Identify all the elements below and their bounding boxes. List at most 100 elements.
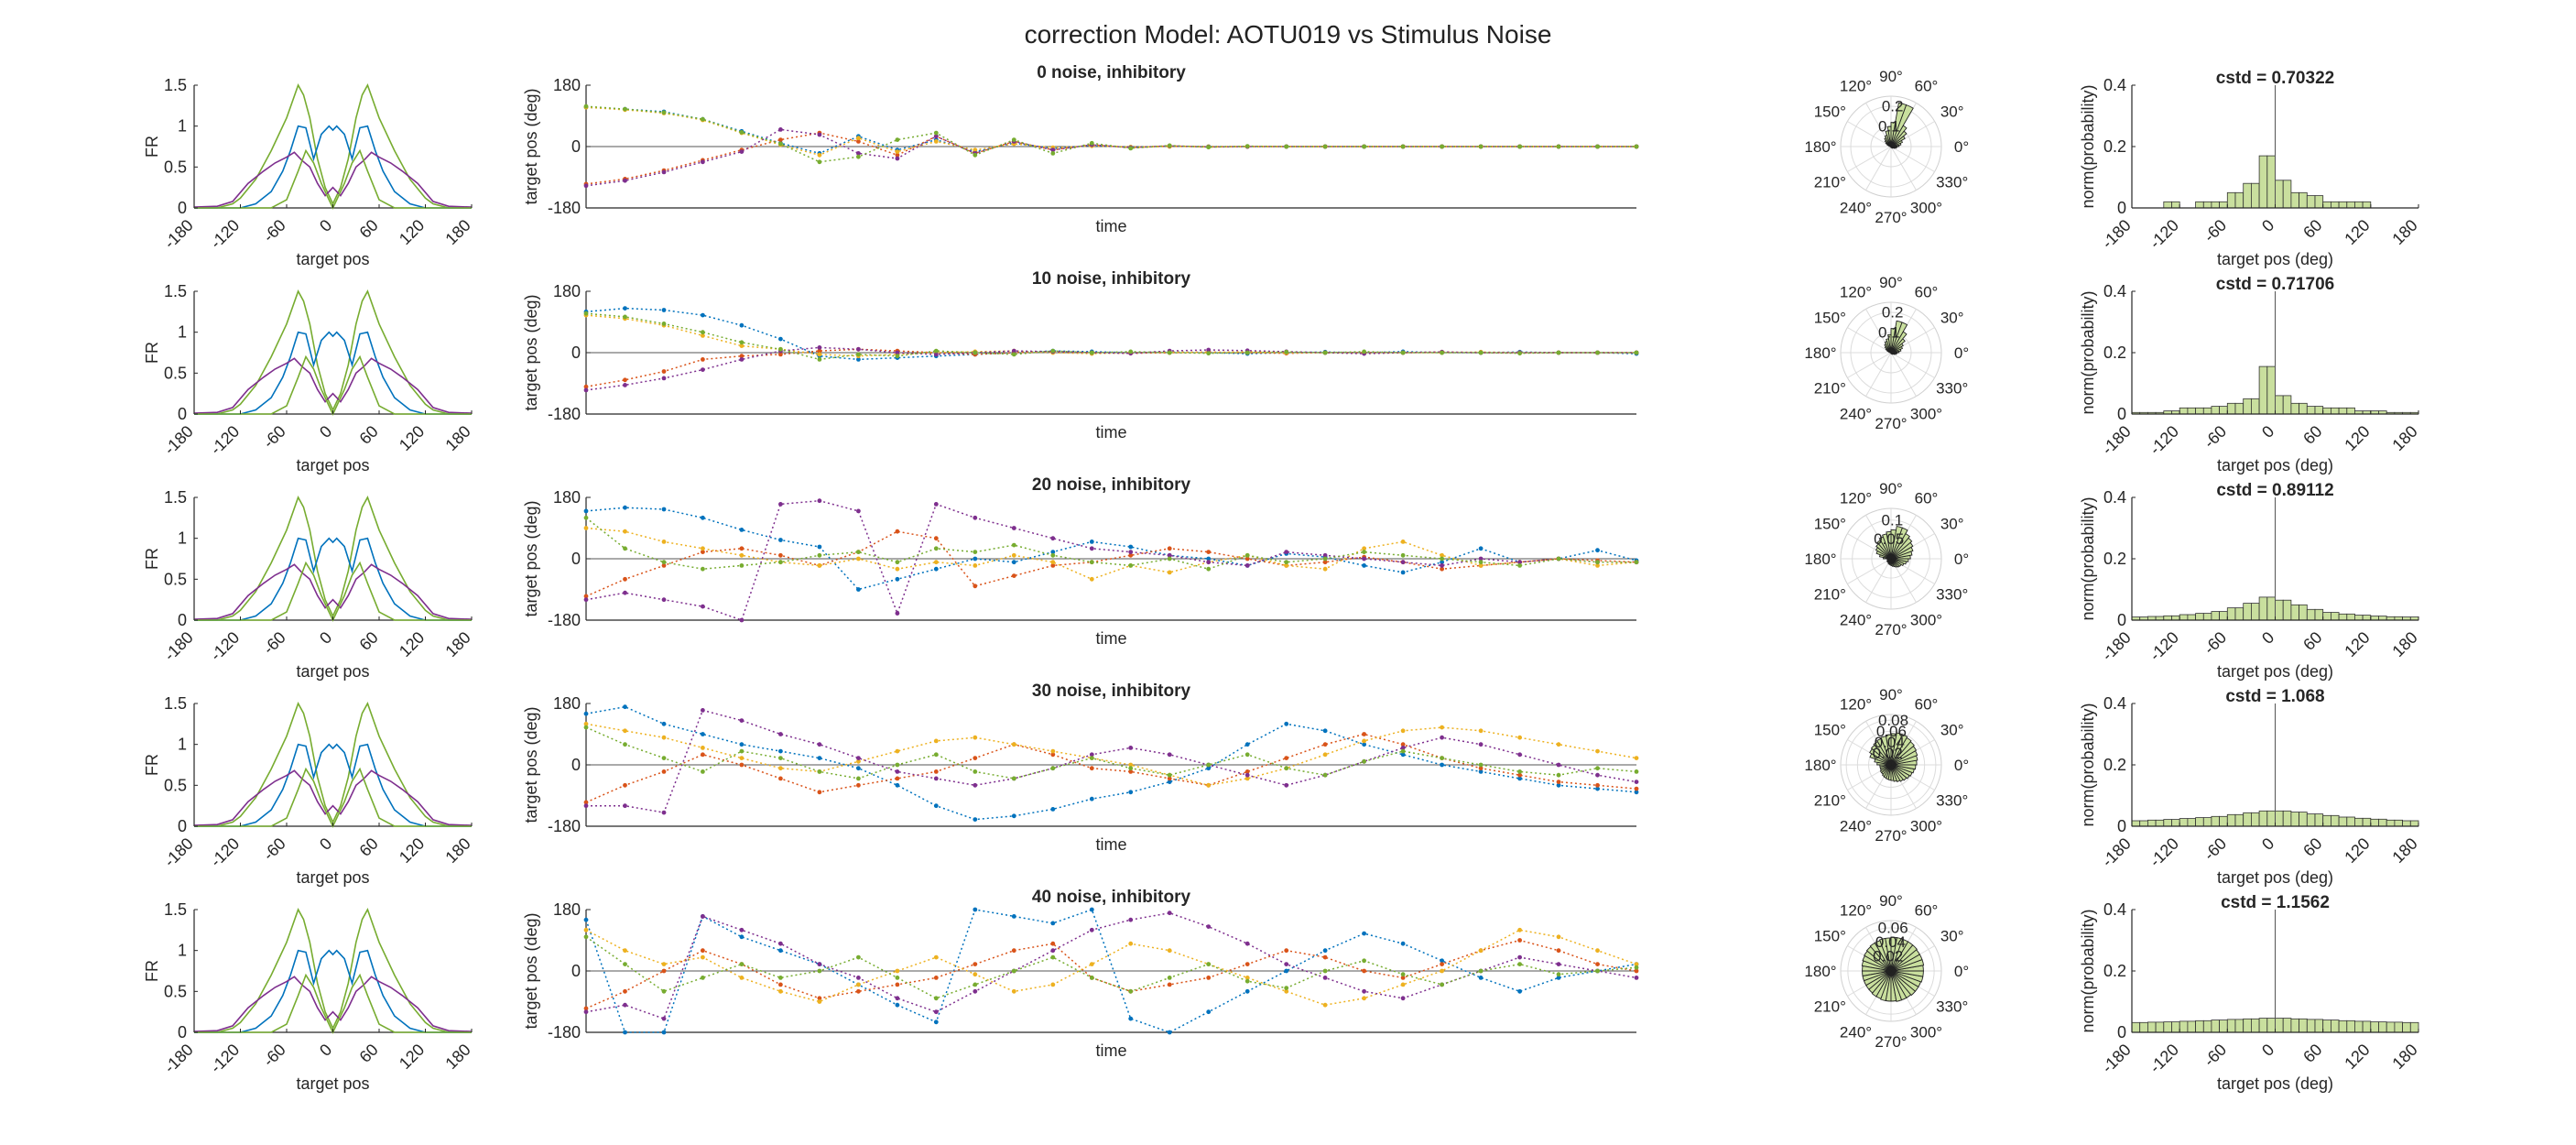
- polar-r-tick-label: 0.04: [1875, 933, 1906, 951]
- timeseries-point: [1089, 752, 1094, 758]
- polar-r-tick-label: 0.04: [1875, 734, 1905, 751]
- timeseries-point: [1322, 350, 1328, 355]
- timeseries-x-label: time: [1095, 629, 1126, 648]
- polar-angle-label: 150°: [1814, 310, 1846, 327]
- tuning-x-tick-label: -120: [207, 422, 244, 459]
- timeseries-point: [1595, 548, 1600, 553]
- hist-x-label: target pos (deg): [2217, 456, 2333, 474]
- hist-bar: [2243, 1018, 2252, 1033]
- hist-x-tick-label: 180: [2388, 216, 2420, 248]
- tuning-x-tick-label: 0: [316, 834, 335, 854]
- polar-bin: [1869, 753, 1892, 766]
- timeseries-point: [1362, 968, 1366, 974]
- timeseries-point: [1556, 780, 1561, 784]
- polar-spoke: [1890, 146, 1917, 191]
- timeseries-point: [1478, 563, 1484, 568]
- timeseries-title: 20 noise, inhibitory: [1032, 475, 1191, 495]
- polar-angle-label: 180°: [1804, 963, 1836, 980]
- timeseries-point: [1167, 948, 1172, 954]
- timeseries-line-3: [585, 346, 1636, 391]
- tuning-x-tick-label: 60: [356, 422, 382, 448]
- hist-bar: [2179, 407, 2189, 415]
- timeseries-point: [895, 566, 900, 572]
- timeseries-point: [1245, 976, 1250, 980]
- timeseries-point: [856, 587, 861, 592]
- timeseries-point: [583, 384, 589, 389]
- hist-y-label: norm(probability): [2079, 84, 2097, 208]
- timeseries-point: [623, 178, 627, 183]
- hist-bar: [2202, 1020, 2212, 1033]
- timeseries-point: [661, 721, 667, 726]
- timeseries-point: [701, 752, 705, 758]
- hist-bar: [2219, 611, 2228, 621]
- polar-r-tick-label: 0.06: [1876, 723, 1907, 740]
- polar-angle-label: 90°: [1879, 68, 1903, 85]
- polar-angle-label: 30°: [1940, 722, 1964, 739]
- tuning-curve-2: [193, 769, 473, 826]
- timeseries-point: [1245, 978, 1250, 984]
- timeseries-point: [739, 617, 745, 623]
- timeseries-point: [623, 590, 627, 595]
- hist-bar: [2187, 1020, 2196, 1033]
- timeseries-point: [1011, 560, 1016, 565]
- timeseries-point: [1245, 988, 1250, 994]
- timeseries-point: [1400, 144, 1406, 149]
- hist-bar: [2353, 817, 2364, 827]
- tuning-x-tick-label: 120: [396, 1041, 428, 1073]
- tuning-panel: 0 0.5 1 1.5 -180 -120 -60 0 60 120 180 target pos FR: [143, 900, 474, 1093]
- hist-x-tick-label: 60: [2299, 216, 2325, 242]
- timeseries-point: [1556, 762, 1561, 768]
- hist-bar: [2266, 1018, 2276, 1033]
- hist-bar: [2234, 402, 2244, 415]
- timeseries-point: [583, 515, 589, 520]
- timeseries-point: [583, 927, 589, 932]
- polar-bin: [1890, 936, 1897, 972]
- timeseries-point: [1206, 962, 1212, 966]
- timeseries-point: [623, 704, 627, 710]
- tuning-x-tick-label: 180: [441, 628, 473, 660]
- timeseries-point: [739, 976, 745, 980]
- timeseries-y-tick-label: 0: [571, 550, 581, 568]
- timeseries-point: [1284, 766, 1289, 771]
- timeseries-point: [583, 508, 589, 514]
- tuning-x-tick-label: -120: [207, 216, 244, 253]
- timeseries-point: [1206, 1009, 1212, 1015]
- timeseries-point: [1400, 982, 1406, 987]
- hist-x-tick-label: 0: [2258, 216, 2277, 235]
- hist-bar: [2131, 1021, 2141, 1033]
- polar-spoke: [1890, 352, 1917, 397]
- timeseries-point: [1089, 756, 1094, 760]
- hist-bar: [2258, 1018, 2268, 1033]
- timeseries-point: [817, 968, 822, 974]
- timeseries-point: [1556, 934, 1561, 940]
- hist-bar: [2378, 1021, 2387, 1033]
- timeseries-point: [1322, 556, 1328, 562]
- hist-bar: [2275, 1018, 2284, 1033]
- timeseries-point: [661, 735, 667, 740]
- timeseries-point: [661, 769, 667, 774]
- hist-bar: [2219, 406, 2228, 415]
- timeseries-point: [1284, 962, 1289, 966]
- timeseries-point: [1634, 962, 1639, 966]
- timeseries-point: [1517, 772, 1522, 778]
- timeseries-point: [623, 948, 627, 954]
- timeseries-point: [1128, 746, 1134, 750]
- timeseries-point: [1206, 782, 1212, 788]
- hist-x-tick-label: -60: [2201, 628, 2231, 659]
- timeseries-point: [1595, 748, 1600, 754]
- hist-x-tick-label: -180: [2098, 1041, 2135, 1077]
- hist-bar: [2171, 615, 2180, 621]
- timeseries-point: [1400, 570, 1406, 575]
- polar-angle-label: 60°: [1915, 283, 1939, 300]
- timeseries-point: [973, 515, 978, 520]
- timeseries-point: [739, 130, 745, 135]
- tuning-panel: 0 0.5 1 1.5 -180 -120 -60 0 60 120 180 target pos FR: [143, 488, 474, 681]
- polar-angle-label: 270°: [1875, 1033, 1907, 1051]
- hist-panel: cstd = 0.70322 0 0.2 0.4 -180 -120 -60 0 60 120 18…: [2079, 69, 2421, 268]
- tuning-y-tick-label: 1: [178, 736, 187, 754]
- timeseries-point: [1478, 560, 1484, 565]
- timeseries-point: [1556, 972, 1561, 977]
- timeseries-point: [933, 1020, 939, 1025]
- timeseries-point: [1440, 566, 1444, 572]
